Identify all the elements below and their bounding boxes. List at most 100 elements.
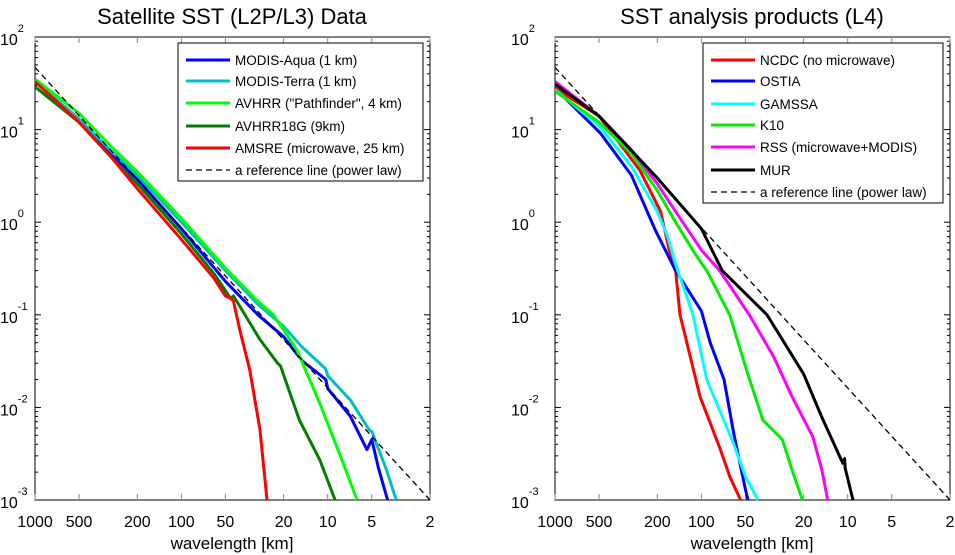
y-tick-label: 100 (0, 208, 24, 234)
y-tick-base: 10 (511, 125, 529, 142)
y-tick-base: 10 (0, 402, 18, 419)
x-tick-label: 5 (367, 514, 376, 531)
x-axis-label: wavelength [km] (690, 534, 814, 553)
x-tick-label: 5 (887, 514, 896, 531)
legend-item: RSS (microwave+MODIS) (711, 140, 917, 155)
x-tick-label: 100 (168, 514, 195, 531)
legend-label: a reference line (power law) (235, 163, 402, 178)
legend-label: NCDC (no microwave) (760, 53, 895, 68)
legend-item: OSTIA (711, 74, 801, 89)
legend-item: AVHRR ("Pathfinder", 4 km) (186, 96, 402, 111)
y-tick-label: 102 (511, 23, 535, 49)
legend-label: AVHRR18G (9km) (235, 119, 345, 134)
legend-item: AVHRR18G (9km) (186, 119, 345, 134)
x-tick-label: 1000 (537, 514, 573, 531)
x-tick-label: 50 (217, 514, 235, 531)
y-tick-exponent: 1 (18, 116, 24, 128)
y-tick-exponent: -2 (18, 393, 28, 405)
x-tick-label: 500 (66, 514, 93, 531)
legend-item: MODIS-Aqua (1 km) (186, 53, 357, 68)
y-tick-exponent: 0 (529, 208, 535, 220)
y-tick-exponent: 1 (529, 116, 535, 128)
legend-label: MUR (760, 163, 791, 178)
x-tick-label: 20 (795, 514, 813, 531)
legend: MODIS-Aqua (1 km) MODIS-Terra (1 km) AVHRR… (177, 42, 424, 182)
legend-label: GAMSSA (760, 97, 818, 112)
y-tick-base: 10 (511, 495, 529, 512)
x-tick-label: 20 (275, 514, 293, 531)
y-tick-label: 10-3 (511, 486, 539, 512)
series-line-2 (555, 88, 760, 501)
series-line-3 (555, 89, 804, 501)
legend-item: MODIS-Terra (1 km) (186, 74, 357, 89)
y-tick-base: 10 (0, 125, 18, 142)
plot-area-frame (34, 36, 431, 501)
series-line-5 (555, 82, 855, 501)
series-group (35, 66, 430, 501)
y-tick-exponent: -3 (18, 486, 28, 498)
y-tick-base: 10 (511, 310, 529, 327)
y-tick-base: 10 (0, 495, 18, 512)
legend-label: OSTIA (760, 74, 801, 89)
y-tick-exponent: -3 (529, 486, 539, 498)
x-axis-label: wavelength [km] (170, 534, 294, 553)
y-tick-base: 10 (0, 32, 18, 49)
legend-label: AMSRE (microwave, 25 km) (235, 141, 405, 156)
y-tick-base: 10 (511, 217, 529, 234)
legend-label: a reference line (power law) (760, 185, 927, 200)
x-tick-label: 2 (946, 514, 955, 531)
x-tick-label: 200 (124, 514, 151, 531)
legend-label: AVHRR ("Pathfinder", 4 km) (235, 96, 402, 111)
x-tick-label: 50 (737, 514, 755, 531)
legend-item: MUR (711, 163, 791, 178)
legend-item: K10 (711, 118, 784, 133)
chart-title: SST analysis products (L4) (620, 4, 884, 29)
series-line-0 (35, 80, 390, 501)
y-tick-base: 10 (0, 217, 18, 234)
y-tick-exponent: 2 (529, 23, 535, 35)
y-tick-base: 10 (511, 402, 529, 419)
y-tick-exponent: -2 (529, 393, 539, 405)
x-tick-label: 1000 (17, 514, 53, 531)
series-group (555, 66, 950, 501)
left-chart-panel: Satellite SST (L2P/L3) Data wavelength [… (0, 4, 435, 553)
x-tick-label: 10 (839, 514, 857, 531)
y-tick-base: 10 (511, 32, 529, 49)
y-tick-label: 101 (0, 116, 24, 142)
y-tick-exponent: 2 (18, 23, 24, 35)
x-tick-label: 100 (688, 514, 715, 531)
legend-box (702, 42, 944, 204)
legend-item: a reference line (power law) (711, 185, 927, 200)
legend-item: AMSRE (microwave, 25 km) (186, 141, 405, 156)
right-chart-panel: SST analysis products (L4) wavelength [k… (511, 4, 955, 553)
x-tick-label: 2 (426, 514, 435, 531)
y-tick-exponent: -1 (18, 301, 28, 313)
y-tick-label: 102 (0, 23, 24, 49)
series-line-2 (35, 78, 359, 501)
y-tick-label: 10-1 (511, 301, 539, 327)
legend-item: GAMSSA (711, 97, 818, 112)
legend-label: RSS (microwave+MODIS) (760, 140, 917, 155)
y-tick-base: 10 (0, 310, 18, 327)
x-tick-label: 500 (586, 514, 613, 531)
series-line-1 (35, 80, 398, 501)
y-tick-exponent: 0 (18, 208, 24, 220)
y-tick-label: 100 (511, 208, 535, 234)
y-tick-exponent: -1 (529, 301, 539, 313)
y-tick-label: 10-1 (0, 301, 28, 327)
legend-label: K10 (760, 118, 784, 133)
y-tick-label: 10-2 (0, 393, 28, 419)
series-line-4 (35, 80, 269, 501)
legend-label: MODIS-Terra (1 km) (235, 74, 357, 89)
reference-line (35, 66, 430, 501)
legend-item: a reference line (power law) (186, 163, 402, 178)
chart-title: Satellite SST (L2P/L3) Data (97, 4, 368, 29)
x-tick-label: 10 (319, 514, 337, 531)
legend-item: NCDC (no microwave) (711, 53, 895, 68)
x-tick-label: 200 (644, 514, 671, 531)
plot-area-frame (554, 36, 951, 501)
y-tick-label: 10-3 (0, 486, 28, 512)
legend: NCDC (no microwave) OSTIA GAMSSA K10 RSS (mi… (702, 42, 944, 204)
legend-label: MODIS-Aqua (1 km) (235, 53, 357, 68)
reference-line (555, 66, 950, 501)
